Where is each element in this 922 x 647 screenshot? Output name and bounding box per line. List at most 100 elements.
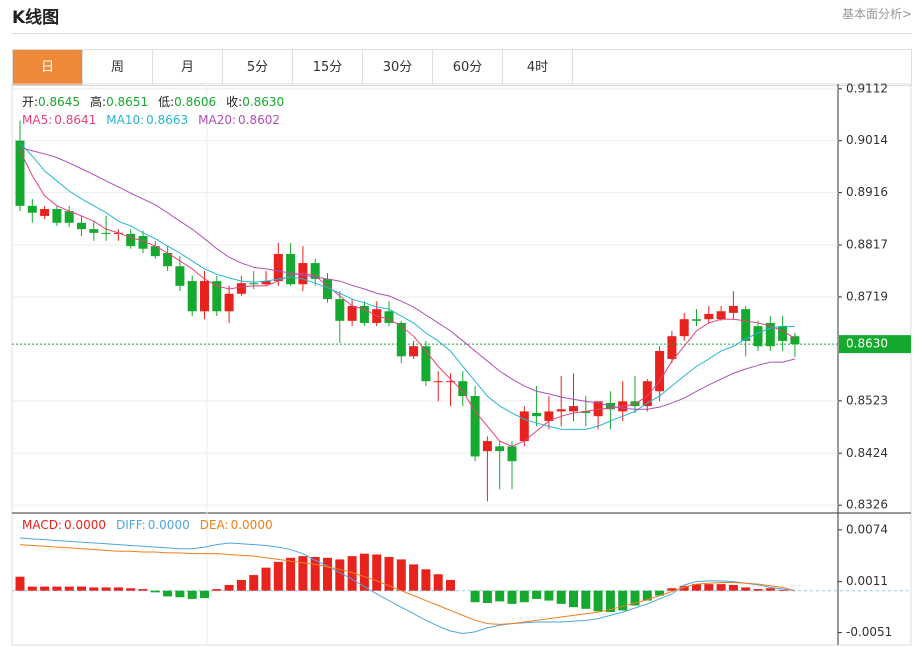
legend-name: MA10:	[106, 113, 144, 127]
legend-value: 0.8663	[146, 113, 188, 127]
tab[interactable]: 日	[13, 50, 83, 85]
y-tick-label: 0.8523	[846, 393, 888, 407]
ohlc-info: 收:0.8630	[226, 95, 284, 109]
legend-value: 0.0000	[148, 518, 190, 532]
divider	[12, 33, 912, 34]
legend-name: MA20:	[198, 113, 236, 127]
period-tabs: 日周月 5分 15分 30分 60分 4时	[12, 49, 912, 86]
macd-bar	[495, 590, 505, 602]
macd-bar	[655, 590, 665, 596]
candle-body	[679, 319, 689, 337]
macd-bar	[581, 590, 591, 609]
macd-line	[19, 537, 795, 634]
candle-body	[273, 254, 283, 282]
candle-body	[716, 311, 726, 320]
candle-body	[519, 411, 529, 442]
info-value: 0.8645	[38, 95, 80, 109]
candle-body	[261, 281, 271, 285]
candle-body	[482, 441, 492, 452]
candle-body	[249, 283, 259, 285]
y-tick-label: 0.8916	[846, 185, 888, 199]
macd-bar	[519, 590, 529, 603]
legend-entry: MA20: 0.8602	[198, 113, 280, 127]
info-value: 0.8630	[242, 95, 284, 109]
y-tick-label: 0.8326	[846, 498, 888, 512]
macd-bar	[556, 590, 566, 604]
macd-bar	[433, 574, 443, 591]
tab[interactable]: 周	[83, 50, 153, 85]
candle-body	[126, 233, 136, 247]
candle-body	[89, 229, 99, 233]
candle-body	[569, 406, 578, 412]
y-tick-label: 0.8817	[846, 238, 888, 252]
y-tick-label: 0.9014	[846, 133, 888, 147]
candle-body	[458, 381, 468, 397]
candle-body	[667, 336, 677, 359]
legend-name: DIFF:	[116, 518, 146, 532]
y-tick-label: -0.0051	[846, 625, 892, 639]
legend-value: 0.8602	[238, 113, 280, 127]
macd-bar	[273, 561, 283, 591]
candle-body	[175, 266, 185, 286]
candle-body	[593, 401, 603, 417]
tab[interactable]: 月	[153, 50, 223, 85]
candle-body	[704, 313, 714, 320]
macd-bar	[544, 590, 554, 601]
candle-body	[753, 326, 763, 347]
y-tick-label: 0.9112	[846, 81, 888, 95]
legend-name: MACD:	[22, 518, 62, 532]
macd-bar	[212, 589, 222, 591]
macd-bar	[630, 590, 640, 606]
candle-body	[27, 205, 37, 213]
macd-bar	[101, 587, 111, 591]
ohlc-info: 低:0.8606	[158, 95, 216, 109]
macd-bar	[200, 590, 209, 599]
ma-line	[19, 150, 796, 447]
candle-body	[446, 381, 455, 383]
fundamentals-link[interactable]: 基本面分析>	[841, 7, 912, 21]
y-tick-label: 0.8424	[846, 446, 888, 460]
macd-bar	[778, 589, 788, 591]
macd-bar	[323, 557, 332, 591]
candle-body	[728, 305, 738, 313]
macd-bar	[728, 584, 738, 591]
candle-body	[163, 252, 173, 267]
tab[interactable]: 15分	[293, 50, 363, 85]
legend-value: 0.0000	[64, 518, 106, 532]
candle-body	[359, 305, 369, 323]
tab[interactable]: 60分	[433, 50, 503, 85]
candle-body	[384, 311, 394, 323]
tab[interactable]: 30分	[363, 50, 433, 85]
info-value: 0.8606	[174, 95, 216, 109]
candle-body	[655, 351, 665, 392]
legend-name: MA5:	[22, 113, 52, 127]
y-tick-label: 0.8719	[846, 289, 888, 303]
macd-bar	[704, 584, 714, 591]
macd-bar	[384, 556, 394, 591]
macd-bar	[64, 586, 74, 591]
candle-body	[433, 381, 443, 383]
macd-bar	[532, 590, 542, 599]
ma-line	[19, 147, 796, 410]
macd-bar	[605, 590, 615, 613]
candle-body	[544, 411, 554, 421]
macd-bar	[310, 556, 320, 591]
legend-entry: DEA: 0.0000	[200, 518, 273, 532]
candle-body	[470, 396, 480, 457]
tab[interactable]: 4时	[503, 50, 573, 85]
candle-body	[286, 254, 296, 285]
macd-bar	[359, 553, 369, 591]
candle-body	[790, 336, 800, 345]
macd-line	[19, 544, 796, 625]
macd-bar	[753, 589, 763, 591]
candle-body	[335, 299, 345, 321]
candle-body	[692, 319, 701, 321]
price-tag	[839, 335, 911, 354]
candle-body	[101, 232, 111, 234]
macd-bar	[667, 588, 677, 591]
y-tick-label: 0.0074	[846, 522, 888, 536]
info-value: 0.8651	[106, 95, 148, 109]
tab[interactable]: 5分	[223, 50, 293, 85]
macd-bar	[765, 588, 775, 591]
